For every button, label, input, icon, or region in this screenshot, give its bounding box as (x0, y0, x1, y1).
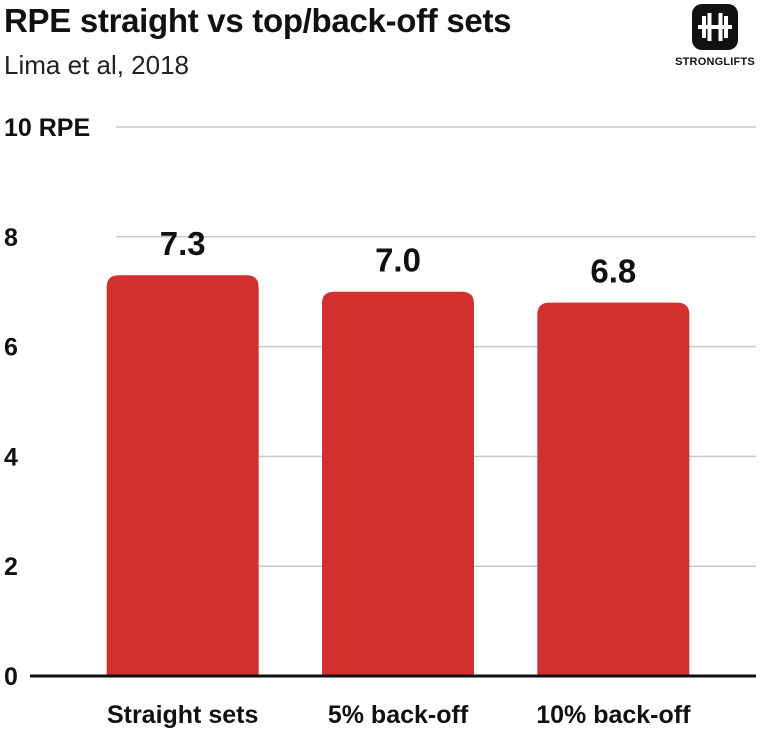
bar (537, 302, 690, 676)
bar (106, 275, 259, 676)
y-tick-label: 2 (4, 553, 18, 581)
stronglifts-logo: STRONGLIFTS (670, 4, 760, 76)
chart-subtitle: Lima et al, 2018 (4, 50, 190, 80)
bar-value-label: 6.8 (590, 253, 636, 290)
bar-value-label: 7.3 (160, 225, 206, 262)
y-tick-label: 10 RPE (4, 114, 90, 142)
x-category-label: 10% back-off (536, 701, 691, 729)
chart-title: RPE straight vs top/back-off sets (4, 2, 512, 39)
y-tick-label: 6 (4, 334, 18, 362)
y-tick-label: 4 (4, 443, 18, 471)
y-tick-label: 8 (4, 224, 18, 252)
y-tick-label: 0 (4, 663, 18, 691)
x-category-label: 5% back-off (328, 701, 469, 729)
barbell-icon (692, 4, 738, 50)
logo-text: STRONGLIFTS (675, 56, 755, 68)
bar (322, 291, 474, 676)
bar-value-label: 7.0 (375, 242, 421, 279)
x-category-label: Straight sets (107, 701, 258, 729)
